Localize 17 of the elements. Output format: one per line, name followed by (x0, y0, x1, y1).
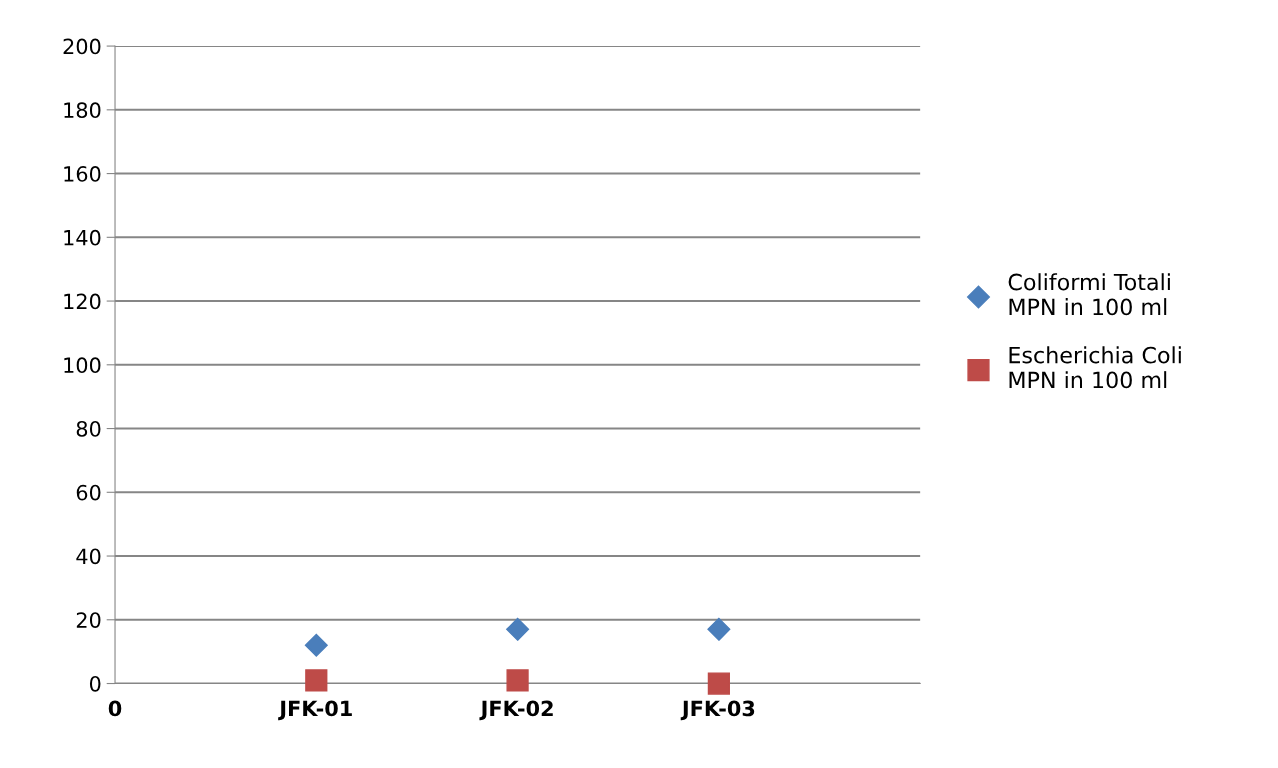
x-tick-label: JFK-02 (479, 700, 553, 721)
y-tick-label: 160 (64, 166, 101, 182)
x-tick-label: JFK-01 (278, 700, 352, 721)
y-tick-label: 180 (64, 102, 101, 119)
y-tick-label: 60 (76, 484, 101, 501)
x-tick-label: 0 (108, 700, 122, 717)
x-tick-label: JFK-03 (680, 700, 755, 721)
legend-label: Coliformi Totali MPN in 100 ml (1008, 273, 1170, 316)
y-tick-label: 100 (64, 357, 101, 374)
y-tick-label: 20 (76, 612, 101, 628)
y-tick-label: 40 (76, 548, 101, 565)
y-tick-label: 140 (64, 229, 101, 246)
y-tick-label: 0 (89, 675, 101, 692)
legend-label: Escherichia Coli MPN in 100 ml (1009, 346, 1181, 389)
y-tick-label: 200 (63, 38, 101, 55)
y-tick-label: 80 (76, 421, 101, 437)
y-tick-label: 120 (64, 293, 101, 310)
